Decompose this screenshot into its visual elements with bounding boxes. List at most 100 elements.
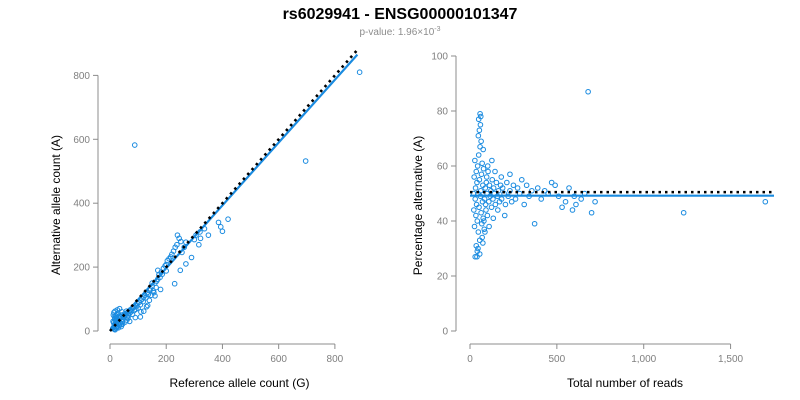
right-data-point	[501, 212, 508, 219]
left-data-point	[138, 309, 144, 315]
right-data-point	[566, 185, 572, 191]
right-data-point	[548, 179, 555, 186]
right-data-point	[471, 223, 478, 230]
right-data-point	[492, 201, 499, 208]
left-data-point	[146, 297, 153, 304]
left-data-point	[219, 228, 226, 235]
left-y-tick-label: 800	[73, 71, 90, 82]
left-fit-line	[109, 53, 359, 332]
left-data-point	[225, 216, 231, 222]
left-reference-line	[109, 48, 359, 332]
right-data-point	[471, 207, 477, 213]
right-y-tick-label: 40	[437, 217, 449, 228]
right-data-point	[573, 201, 579, 208]
left-data-point	[137, 314, 144, 320]
right-data-point	[472, 157, 478, 164]
right-data-point	[489, 157, 495, 164]
right-data-point	[680, 209, 687, 216]
right-data-point	[490, 185, 497, 191]
right-data-point	[521, 201, 527, 208]
right-y-tick-label: 80	[437, 107, 449, 118]
right-data-point	[481, 218, 487, 224]
right-data-point	[477, 143, 483, 150]
right-data-point	[472, 185, 479, 191]
left-data-point	[144, 302, 151, 309]
right-data-point	[562, 198, 569, 205]
right-data-point	[529, 187, 535, 194]
left-data-point	[167, 254, 174, 260]
right-data-point	[475, 152, 482, 158]
right-data-point	[481, 226, 488, 233]
right-data-point	[476, 127, 483, 134]
p-value-exponent: -3	[434, 26, 440, 33]
left-y-tick-label: 400	[73, 199, 90, 210]
right-x-tick-label: 1,000	[631, 354, 656, 365]
right-data-point	[518, 176, 525, 183]
left-data-point	[177, 267, 184, 274]
right-data-point	[541, 187, 548, 194]
right-data-point	[472, 196, 479, 202]
right-y-tick-label: 100	[431, 52, 448, 63]
right-data-point	[480, 215, 487, 222]
p-value-subtitle: p-value: 1.96×10-3	[359, 26, 440, 38]
right-data-point	[498, 174, 505, 180]
left-data-point	[152, 293, 158, 299]
left-data-point	[131, 142, 138, 148]
right-data-point	[476, 176, 483, 183]
right-data-point	[473, 242, 480, 249]
right-data-point	[514, 185, 521, 191]
right-data-point	[471, 174, 477, 180]
left-data-point	[215, 219, 222, 226]
right-x-tick-label: 500	[549, 354, 566, 365]
right-data-point	[482, 229, 488, 235]
left-data-point	[188, 254, 195, 261]
right-y-tick-label: 20	[437, 272, 449, 283]
right-data-point	[534, 185, 541, 191]
right-data-point	[479, 234, 485, 241]
right-data-point	[585, 88, 591, 95]
right-x-axis-label: Total number of reads	[567, 376, 683, 390]
right-data-point	[488, 204, 495, 211]
right-x-tick-label: 0	[467, 354, 473, 365]
right-data-point	[484, 163, 491, 169]
right-data-point	[559, 204, 565, 211]
left-data-point	[178, 238, 184, 245]
right-data-point	[476, 204, 482, 211]
left-data-point	[356, 69, 363, 75]
right-data-point	[479, 160, 485, 167]
chart-title: rs6029941 - ENSG00000101347	[283, 6, 518, 23]
right-data-point	[484, 212, 491, 219]
left-data-point	[217, 224, 224, 230]
right-data-point	[477, 113, 484, 120]
right-data-point	[510, 182, 517, 189]
right-data-point	[494, 207, 501, 213]
left-y-tick-label: 200	[73, 263, 90, 274]
left-y-axis-label: Alternative allele count (A)	[49, 135, 63, 275]
left-data-point	[154, 267, 161, 274]
right-data-point	[504, 179, 510, 186]
right-data-point	[473, 212, 479, 219]
right-data-point	[472, 253, 479, 260]
right-data-point	[493, 179, 500, 186]
right-data-point	[588, 209, 595, 216]
left-data-point	[302, 158, 309, 164]
left-data-point	[140, 308, 147, 314]
right-data-point	[485, 198, 492, 205]
right-data-point	[523, 182, 530, 189]
right-data-point	[538, 196, 545, 202]
right-data-point	[480, 165, 487, 172]
right-data-point	[486, 223, 492, 230]
right-data-point	[499, 185, 506, 191]
left-data-point	[126, 318, 133, 325]
left-x-tick-label: 800	[327, 354, 344, 365]
right-data-point	[490, 215, 497, 222]
right-data-point	[482, 185, 489, 191]
right-data-point	[475, 245, 481, 252]
left-data-point	[151, 289, 157, 296]
left-data-point	[115, 325, 122, 331]
left-data-point	[174, 241, 180, 248]
right-data-point	[483, 174, 490, 180]
right-data-point	[478, 209, 484, 216]
right-y-tick-label: 60	[437, 162, 449, 173]
